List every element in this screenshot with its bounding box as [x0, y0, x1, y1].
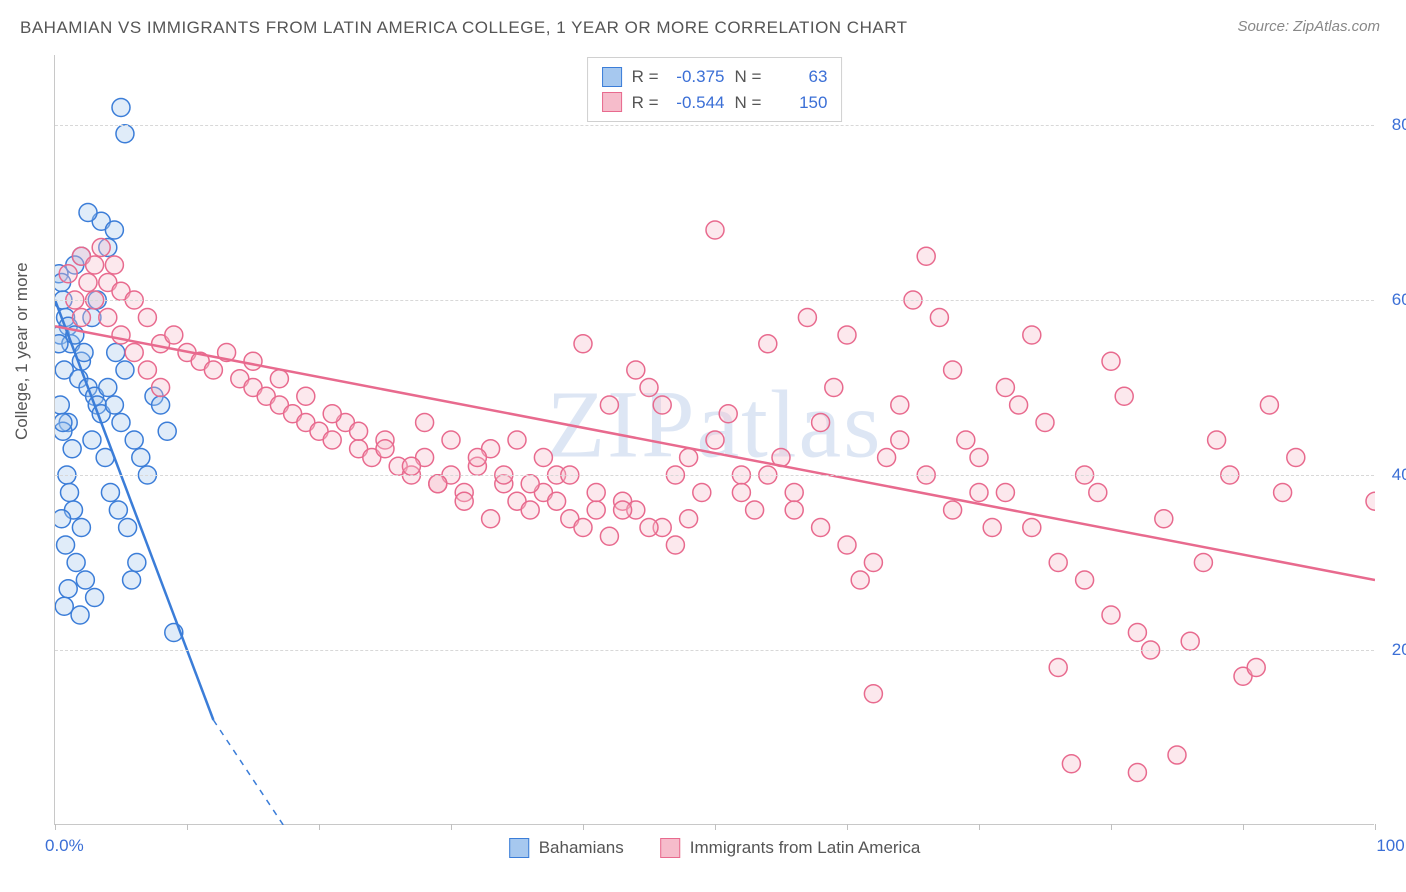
bottom-legend: Bahamians Immigrants from Latin America [509, 838, 921, 858]
x-tick [715, 824, 716, 830]
stat-r-value-1: -0.544 [669, 90, 725, 116]
x-axis-min-label: 0.0% [45, 836, 84, 856]
y-tick-label: 80.0% [1392, 115, 1406, 135]
legend-swatch-0 [509, 838, 529, 858]
x-tick [847, 824, 848, 830]
gridline [55, 650, 1374, 651]
x-tick [979, 824, 980, 830]
y-tick-label: 60.0% [1392, 290, 1406, 310]
stats-row-0: R = -0.375 N = 63 [602, 64, 828, 90]
x-tick [451, 824, 452, 830]
chart-title: BAHAMIAN VS IMMIGRANTS FROM LATIN AMERIC… [20, 18, 908, 38]
plot-svg [55, 55, 1375, 825]
y-tick-label: 20.0% [1392, 640, 1406, 660]
x-tick [583, 824, 584, 830]
stat-n-label-0: N = [735, 64, 762, 90]
legend-swatch-1 [660, 838, 680, 858]
x-tick [319, 824, 320, 830]
stats-row-1: R = -0.544 N = 150 [602, 90, 828, 116]
x-tick [1375, 824, 1376, 830]
legend-label-0: Bahamians [539, 838, 624, 858]
y-tick-label: 40.0% [1392, 465, 1406, 485]
stat-n-value-1: 150 [771, 90, 827, 116]
y-axis-label: College, 1 year or more [12, 262, 32, 440]
chart-plot-area: ZIPatlas R = -0.375 N = 63 R = -0.544 N … [54, 55, 1374, 825]
x-tick [1111, 824, 1112, 830]
stat-r-label-0: R = [632, 64, 659, 90]
stats-legend-box: R = -0.375 N = 63 R = -0.544 N = 150 [587, 57, 843, 122]
swatch-series-1 [602, 92, 622, 112]
x-tick [55, 824, 56, 830]
gridline [55, 125, 1374, 126]
x-tick [1243, 824, 1244, 830]
stat-r-value-0: -0.375 [669, 64, 725, 90]
legend-item-1: Immigrants from Latin America [660, 838, 921, 858]
gridline [55, 300, 1374, 301]
stat-r-label-1: R = [632, 90, 659, 116]
swatch-series-0 [602, 67, 622, 87]
stat-n-value-0: 63 [771, 64, 827, 90]
x-axis-max-label: 100.0% [1376, 836, 1406, 856]
legend-item-0: Bahamians [509, 838, 624, 858]
legend-label-1: Immigrants from Latin America [690, 838, 921, 858]
stat-n-label-1: N = [735, 90, 762, 116]
source-label: Source: ZipAtlas.com [1237, 18, 1380, 35]
gridline [55, 475, 1374, 476]
x-tick [187, 824, 188, 830]
